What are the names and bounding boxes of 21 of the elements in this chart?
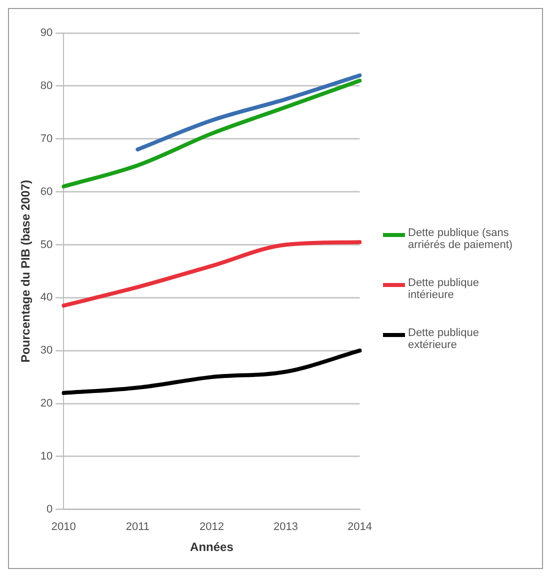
- x-tick-label: 2014: [348, 520, 372, 533]
- y-tick-label: 40: [40, 291, 53, 304]
- y-tick-label: 50: [40, 238, 53, 250]
- y-axis-title: Pourcentage du PIB (base 2007): [18, 179, 33, 362]
- x-axis-title: Années: [190, 540, 234, 554]
- y-tick-label: 0: [46, 502, 53, 515]
- x-tick-label: 2012: [199, 520, 224, 533]
- x-tick-label: 2011: [126, 520, 150, 533]
- y-tick-label: 80: [40, 79, 53, 92]
- y-tick-label: 20: [40, 397, 53, 410]
- y-tick-label: 90: [40, 26, 53, 39]
- y-tick-label: 30: [40, 344, 53, 356]
- legend-label: Dette publique intérieure: [408, 276, 480, 300]
- legend-label: Dette publique (sans arriérés de paiement): [408, 226, 513, 250]
- x-tick-label: 2013: [273, 520, 298, 533]
- y-tick-label: 70: [40, 132, 53, 144]
- legend-label: Dette publique extérieure: [408, 326, 480, 350]
- y-tick-label: 10: [40, 450, 53, 462]
- x-tick-label: 2010: [51, 520, 76, 533]
- y-tick-label: 60: [40, 185, 53, 198]
- line-series: [136, 72, 362, 151]
